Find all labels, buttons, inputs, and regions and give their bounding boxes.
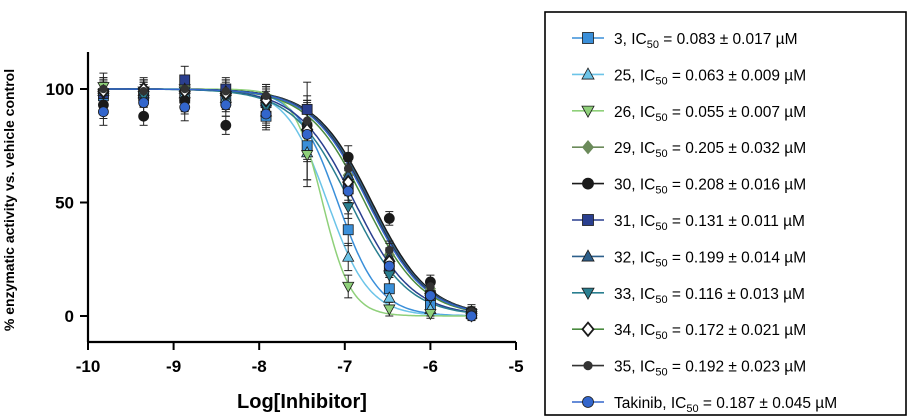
data-point xyxy=(343,164,353,173)
data-point xyxy=(383,304,396,316)
legend-label: 34, IC50 = 0.172 ± 0.021 µM xyxy=(614,322,806,342)
data-point xyxy=(300,150,314,162)
legend-marker xyxy=(582,32,594,44)
legend-marker xyxy=(581,105,595,118)
x-tick-label: -5 xyxy=(508,357,523,376)
y-tick-label: 50 xyxy=(55,194,74,213)
x-tick-label: -6 xyxy=(423,357,438,376)
x-tick-label: -10 xyxy=(76,357,101,376)
data-point xyxy=(342,224,354,236)
x-axis-title: Log[Inhibitor] xyxy=(237,391,367,413)
plot-area xyxy=(97,65,478,323)
data-point xyxy=(260,108,272,120)
legend-marker xyxy=(581,321,595,338)
data-point xyxy=(179,101,191,113)
data-point xyxy=(426,282,435,291)
fit-curve xyxy=(100,88,475,311)
fit-curve xyxy=(100,88,475,311)
data-point xyxy=(221,87,231,96)
legend-marker xyxy=(581,139,595,155)
fit-curve xyxy=(100,88,475,312)
data-point xyxy=(383,260,395,272)
legend-items: 3, IC50 = 0.083 ± 0.017 µM 25, IC50 = 0.0… xyxy=(572,31,837,415)
legend-marker xyxy=(581,287,595,300)
legend-marker xyxy=(582,214,594,226)
x-tick-label: -9 xyxy=(166,357,181,376)
data-point xyxy=(98,106,109,118)
data-point xyxy=(342,202,355,214)
data-point xyxy=(342,281,355,294)
data-point xyxy=(302,116,312,126)
data-point xyxy=(385,245,394,255)
y-axis-ticks: 0 50 100 xyxy=(46,80,88,326)
data-point xyxy=(99,84,108,94)
legend-box xyxy=(544,11,907,416)
legend-marker xyxy=(581,67,595,80)
x-axis-ticks: -10 -9 -8 -7 -6 -5 xyxy=(76,342,524,376)
x-tick-label: -8 xyxy=(252,357,267,376)
y-axis-title: % enzymatic activity vs. vehicle control xyxy=(1,69,17,331)
legend-label: 3, IC50 = 0.083 ± 0.017 µM xyxy=(614,31,798,51)
data-point xyxy=(261,91,271,101)
data-points xyxy=(97,74,478,323)
data-point xyxy=(301,128,313,140)
legend: 3, IC50 = 0.083 ± 0.017 µM 25, IC50 = 0.0… xyxy=(544,11,907,416)
data-point xyxy=(138,110,150,122)
data-point xyxy=(383,270,396,282)
data-point xyxy=(342,151,354,163)
x-tick-label: -7 xyxy=(337,357,352,376)
legend-label: 30, IC50 = 0.208 ± 0.016 µM xyxy=(614,177,806,197)
legend-label: 26, IC50 = 0.055 ± 0.007 µM xyxy=(614,104,806,124)
data-point xyxy=(180,84,189,94)
data-point xyxy=(383,291,396,303)
data-point xyxy=(220,99,232,111)
data-point xyxy=(342,250,355,262)
fit-curve xyxy=(100,88,475,311)
legend-marker xyxy=(582,177,594,190)
legend-label: 35, IC50 = 0.192 ± 0.023 µM xyxy=(614,359,806,379)
data-point xyxy=(424,309,437,321)
data-point xyxy=(139,87,148,96)
y-tick-label: 0 xyxy=(65,307,74,326)
legend-label: 25, IC50 = 0.063 ± 0.009 µM xyxy=(614,67,806,87)
legend-label: 31, IC50 = 0.131 ± 0.011 µM xyxy=(614,213,805,233)
data-point xyxy=(342,185,354,197)
data-point xyxy=(424,290,436,301)
data-point xyxy=(138,97,150,109)
legend-marker xyxy=(583,360,593,371)
legend-marker xyxy=(581,249,595,262)
legend-label: 33, IC50 = 0.116 ± 0.013 µM xyxy=(614,286,805,306)
data-point xyxy=(466,310,477,322)
legend-label: 29, IC50 = 0.205 ± 0.032 µM xyxy=(614,140,806,160)
data-point xyxy=(220,119,232,131)
legend-label: 32, IC50 = 0.199 ± 0.014 µM xyxy=(614,249,806,269)
fit-curves xyxy=(100,88,475,317)
data-point xyxy=(383,212,395,224)
data-point xyxy=(301,104,313,115)
legend-marker xyxy=(582,396,594,408)
y-tick-label: 100 xyxy=(46,80,74,99)
legend-label: Takinib, IC50 = 0.187 ± 0.045 µM xyxy=(614,395,837,415)
